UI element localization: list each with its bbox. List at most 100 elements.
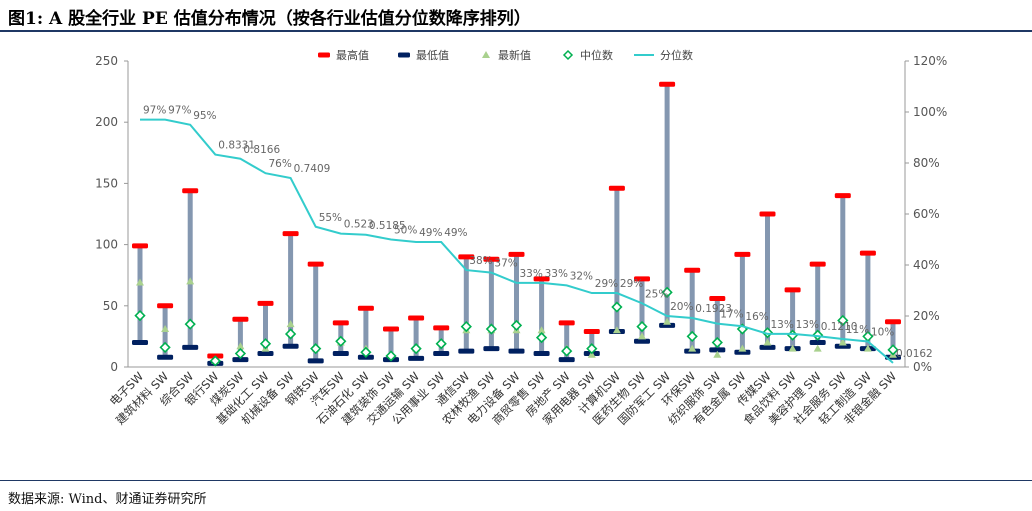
legend-label: 中位数 [580,48,613,62]
legend-symbol [562,49,574,61]
percentile-data-label: 25% [645,288,668,300]
min-marker [332,351,349,357]
percentile-data-label: 33% [545,268,568,280]
latest-marker [286,320,295,328]
latest-marker [713,350,722,358]
max-marker [458,254,475,260]
median-marker [711,336,723,349]
median-marker [636,320,648,333]
legend-symbol [482,51,490,58]
latest-marker [788,344,797,352]
max-marker [533,276,550,282]
legend-label: 分位数 [660,48,693,62]
max-marker [734,251,751,257]
y2-tick-label: 80% [913,156,940,170]
percentile-data-label: 0.1923 [695,303,732,315]
percentile-data-label: 10% [871,327,894,339]
max-marker [583,329,600,335]
latest-marker [136,278,144,286]
median-marker [335,335,347,347]
percentile-data-label: 37% [494,258,517,270]
latest-marker [738,344,747,352]
y-tick-label: 100 [95,238,118,252]
data-source: 数据来源: Wind、财通证券研究所 [8,492,207,507]
max-marker [709,295,726,301]
y-tick-label: 0 [110,360,118,374]
min-marker [232,357,249,363]
percentile-data-label: 29% [620,278,643,290]
max-marker [809,261,826,267]
median-marker [435,338,447,350]
min-marker [307,358,324,364]
percentile-data-label: 0.1210 [821,321,858,333]
percentile-data-label: 0.5185 [369,220,406,232]
latest-marker [537,326,546,334]
y-tick-label: 50 [103,299,118,313]
max-marker [659,81,676,87]
y2-tick-label: 40% [913,258,940,272]
max-marker [859,250,876,256]
max-marker [357,305,374,311]
y-tick-label: 150 [95,176,118,190]
percentile-data-label: 32% [570,270,593,282]
min-marker [709,347,726,353]
median-marker [510,319,523,332]
median-marker [837,314,849,327]
max-marker [282,231,299,237]
percentile-data-label: 0.8166 [243,144,280,156]
y-tick-label: 250 [95,54,118,68]
y2-tick-label: 100% [913,105,947,119]
percentile-data-label: 49% [419,227,442,239]
latest-marker [236,342,245,350]
max-marker [608,185,625,191]
median-marker [234,347,247,360]
median-marker [310,343,322,355]
median-marker [159,341,171,354]
percentile-data-label: 13% [771,319,794,331]
y2-tick-label: 0% [913,360,932,374]
median-marker [611,301,623,313]
median-marker [661,286,673,298]
latest-marker [813,344,822,352]
median-marker [887,344,899,356]
percentile-data-label: 33% [520,268,543,280]
percentile-data-label: 20% [670,301,693,313]
y2-tick-label: 120% [913,54,947,68]
min-marker [157,354,174,360]
max-marker [834,193,851,199]
min-marker [508,348,525,354]
min-marker [834,343,851,349]
latest-marker [863,344,872,352]
max-marker [684,267,701,273]
max-marker [759,211,776,217]
y2-tick-label: 20% [913,309,940,323]
legend-label: 最高值 [336,48,369,62]
pe-distribution-chart: 0 50 100 150 200 250 0% 20% 40% 60% 80% 100% 120% 97… [95,48,947,427]
percentile-data-label: 16% [745,311,768,323]
median-marker [284,328,297,340]
legend-symbol [318,52,330,58]
min-marker [282,343,299,349]
legend-symbol [398,52,410,58]
median-marker [410,343,422,355]
min-marker [257,351,274,357]
percentile-data-label: 95% [193,110,216,122]
y-tick-label: 200 [95,115,118,129]
max-marker [483,256,500,262]
max-marker [508,251,525,257]
latest-marker [161,325,170,333]
median-marker [385,350,397,362]
legend-label: 最低值 [416,49,449,62]
max-marker [307,261,324,267]
median-marker [485,323,498,335]
latest-marker [612,326,621,334]
min-marker [634,338,650,344]
median-marker [535,331,548,344]
percentile-data-label: 29% [595,278,618,290]
chart-legend: 最高值 最低值 最新值 中位数 分位数 [318,48,693,62]
percentile-data-label: 76% [269,158,292,170]
percentile-data-label: 55% [319,212,342,224]
latest-marker [688,344,697,352]
percentile-data-label: 50% [394,225,417,237]
